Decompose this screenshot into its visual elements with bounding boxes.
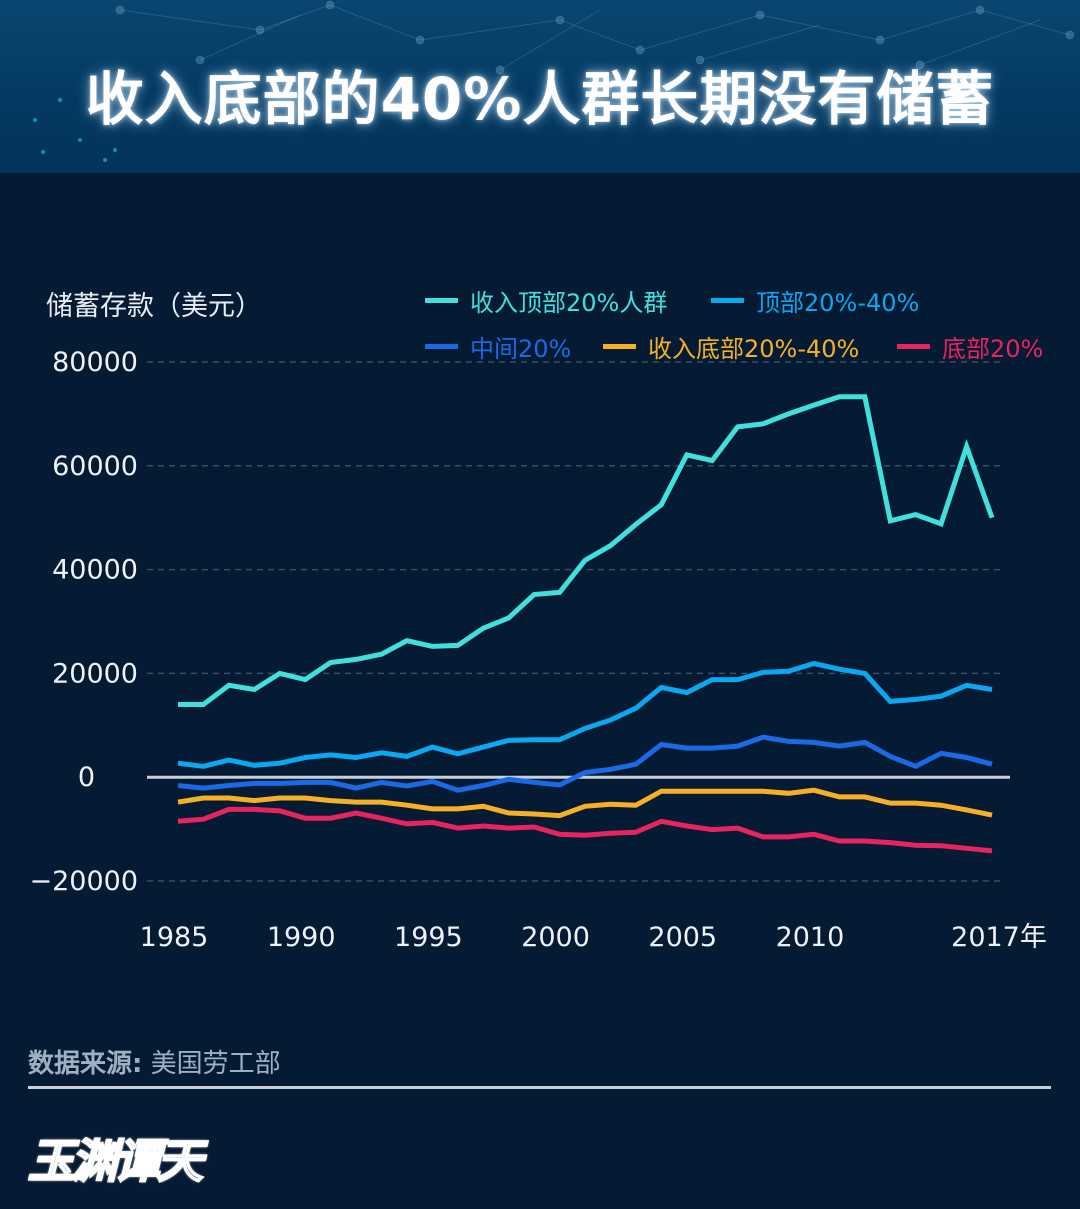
series-top-20-40-line xyxy=(177,660,993,769)
network-background-graphic xyxy=(33,0,1075,162)
legend-swatch-middle-20 xyxy=(425,344,458,349)
x-tick-label: 1995 xyxy=(394,922,463,953)
legend-label-middle-20: 中间20% xyxy=(470,335,572,363)
legend-label-top-20: 收入顶部20%人群 xyxy=(470,289,668,317)
x-tick-label: 2017年 xyxy=(951,922,1047,953)
legend-swatch-top-20-40 xyxy=(711,298,744,303)
header-banner: 收入底部的40%人群长期没有储蓄 xyxy=(0,0,1080,173)
y-tick-label: 0 xyxy=(78,762,95,793)
legend-swatch-bottom-20 xyxy=(897,344,930,349)
legend-swatch-top-20 xyxy=(425,298,458,303)
series-top-20-line xyxy=(178,394,995,707)
legend-label-bottom-20: 底部20% xyxy=(942,335,1044,363)
x-tick-label: 1990 xyxy=(267,922,336,953)
legend-label-top-20-40: 顶部20%-40% xyxy=(756,289,920,317)
legend-item-bottom-20: 底部20% xyxy=(897,329,1043,364)
source-label: 数据来源: xyxy=(28,1049,143,1079)
data-source: 数据来源: 美国劳工部 xyxy=(28,1043,281,1080)
x-tick-label: 2010 xyxy=(776,922,845,953)
y-tick-label: 60000 xyxy=(52,451,138,482)
x-tick-label: 1985 xyxy=(140,922,209,953)
legend-label-bottom-20-40: 收入底部20%-40% xyxy=(648,335,860,363)
legend-item-bottom-20-40: 收入底部20%-40% xyxy=(603,329,859,364)
y-tick-label: 20000 xyxy=(52,658,138,689)
source-value: 美国劳工部 xyxy=(150,1049,281,1079)
legend-swatch-bottom-20-40 xyxy=(603,344,636,349)
x-tick-label: 2000 xyxy=(521,922,590,953)
legend-item-middle-20: 中间20% xyxy=(425,329,571,364)
series-bottom-20-40-line xyxy=(177,787,993,819)
brand-logo: 玉渊谭天 xyxy=(27,1133,204,1189)
y-axis-title: 储蓄存款（美元） xyxy=(46,291,262,322)
y-tick-label: 40000 xyxy=(52,555,138,586)
legend-item-top-20: 收入顶部20%人群 xyxy=(425,283,667,318)
footer-divider xyxy=(28,1086,1051,1089)
series-bottom-20-line xyxy=(177,806,993,854)
page-title: 收入底部的40%人群长期没有储蓄 xyxy=(85,65,995,133)
legend-item-top-20-40: 顶部20%-40% xyxy=(711,283,919,318)
y-tick-label: −20000 xyxy=(29,866,138,897)
y-tick-label: 80000 xyxy=(52,347,138,378)
x-tick-label: 2005 xyxy=(648,922,717,953)
series-middle-20-line xyxy=(177,734,993,793)
